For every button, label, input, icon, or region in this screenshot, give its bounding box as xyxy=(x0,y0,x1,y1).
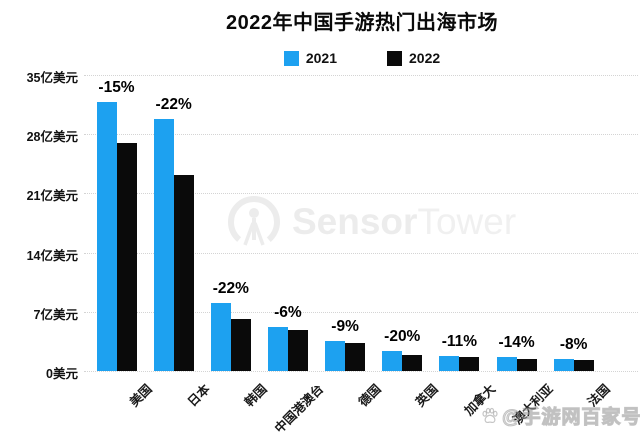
y-axis-tick-label: 0美元 xyxy=(46,367,78,381)
bar-2022-加拿大 xyxy=(459,357,480,371)
sensortower-word-sensor: Sensor xyxy=(292,201,418,242)
bar-2022-法国 xyxy=(573,360,594,371)
x-axis-label-日本: 日本 xyxy=(184,381,213,410)
x-axis-label-英国: 英国 xyxy=(413,381,441,410)
sensortower-wordmark: SensorTower xyxy=(292,194,516,250)
change-label-澳大利亚: -14% xyxy=(498,334,535,352)
gridline-0 xyxy=(84,371,638,372)
bar-2022-德国 xyxy=(345,343,366,371)
x-axis-label-中国港澳台: 中国港澳台 xyxy=(272,381,327,436)
bar-2021-中国港澳台 xyxy=(267,327,288,371)
bar-2021-日本 xyxy=(153,118,174,371)
bar-2021-韩国 xyxy=(210,303,231,371)
change-label-德国: -9% xyxy=(331,317,359,335)
change-label-日本: -22% xyxy=(155,95,192,113)
legend-item-2022: 2022 xyxy=(387,50,440,66)
y-axis-tick-label: 7亿美元 xyxy=(33,307,78,322)
bar-2021-加拿大 xyxy=(439,355,460,371)
sensortower-word-tower: Tower xyxy=(417,201,517,242)
legend-swatch-2022 xyxy=(387,50,402,66)
x-axis-label-韩国: 韩国 xyxy=(241,381,270,410)
change-label-英国: -20% xyxy=(384,327,421,345)
change-label-法国: -8% xyxy=(559,336,588,354)
x-axis-label-美国: 美国 xyxy=(127,381,156,410)
change-label-美国: -15% xyxy=(98,79,135,97)
change-label-韩国: -22% xyxy=(212,280,249,298)
bar-2022-英国 xyxy=(402,354,423,371)
bar-2022-澳大利亚 xyxy=(516,359,537,371)
y-axis-tick-label: 21亿美元 xyxy=(26,189,78,204)
gridline-35 xyxy=(84,75,638,76)
sensortower-logo-icon xyxy=(228,196,280,248)
legend-label-2022: 2022 xyxy=(409,50,441,66)
sensortower-watermark: SensorTower xyxy=(226,194,516,250)
bar-2022-美国 xyxy=(116,142,137,371)
credit-watermark-text: @手游网百家号 xyxy=(501,406,640,428)
bar-2021-澳大利亚 xyxy=(496,357,517,371)
x-axis-label-德国: 德国 xyxy=(356,381,384,410)
y-axis-tick-label: 35亿美元 xyxy=(26,71,78,85)
bar-2022-中国港澳台 xyxy=(287,329,308,371)
credit-watermark: @手游网百家号 xyxy=(481,402,640,429)
bar-2022-日本 xyxy=(173,174,194,371)
y-axis-tick-label: 28亿美元 xyxy=(26,130,78,145)
legend-label-2021: 2021 xyxy=(305,50,337,66)
legend-swatch-2021 xyxy=(283,50,299,66)
bar-2021-法国 xyxy=(553,359,574,371)
gridline-21 xyxy=(84,193,638,195)
y-axis-tick-label: 14亿美元 xyxy=(26,248,78,263)
bar-2021-英国 xyxy=(382,350,403,371)
baijiahao-paw-icon xyxy=(482,407,498,423)
chart-title: 2022年中国手游热门出海市场 xyxy=(226,12,498,34)
bar-2022-韩国 xyxy=(230,318,251,371)
bar-2021-美国 xyxy=(96,102,117,371)
legend: 2021 2022 xyxy=(84,50,640,66)
bar-2021-德国 xyxy=(325,340,346,371)
change-label-中国港澳台: -6% xyxy=(274,304,302,322)
gridline-7 xyxy=(84,311,638,313)
gridline-28 xyxy=(84,134,638,136)
change-label-加拿大: -11% xyxy=(441,332,478,350)
gridline-14 xyxy=(84,252,638,254)
legend-item-2021: 2021 xyxy=(283,50,337,66)
